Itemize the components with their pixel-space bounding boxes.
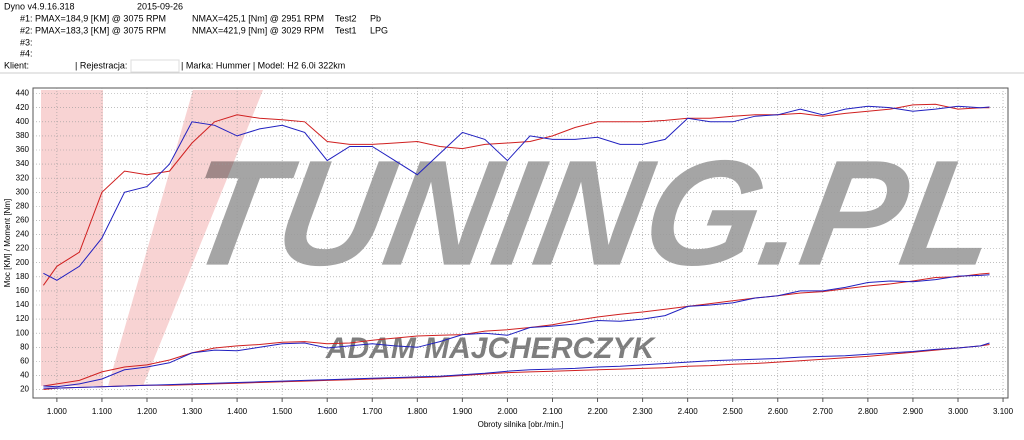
run-power: #1: PMAX=184,9 [KM] @ 3075 RPM	[20, 13, 166, 23]
x-tick-label: 2.200	[588, 407, 609, 416]
x-tick-label: 2.100	[542, 407, 563, 416]
y-tick-label: 200	[16, 258, 30, 267]
app-version: Dyno v4.9.16.318	[4, 1, 75, 11]
y-tick-label: 20	[20, 385, 29, 394]
run-test: Test1	[335, 25, 357, 35]
x-tick-label: 2.000	[497, 407, 518, 416]
y-tick-label: 340	[16, 159, 30, 168]
y-tick-label: 140	[16, 300, 30, 309]
y-tick-label: 280	[16, 201, 30, 210]
x-tick-label: 1.600	[317, 407, 338, 416]
run-empty: #4:	[20, 48, 33, 58]
run-torque: NMAX=421,9 [Nm] @ 3029 RPM	[192, 25, 324, 35]
y-axis-label: Moc [KM] / Moment [Nm]	[3, 199, 12, 287]
x-tick-label: 2.600	[768, 407, 789, 416]
plot: TUNING.PL ADAM MAJCHERCZYK 20 40 60 80 100 120 1…	[3, 87, 1014, 429]
y-tick-label: 40	[20, 371, 29, 380]
watermark-logo: TUNING.PL	[173, 130, 1011, 298]
x-tick-label: 2.300	[633, 407, 654, 416]
y-tick-label: 400	[16, 117, 30, 126]
y-tick-label: 240	[16, 230, 30, 239]
watermark-author: ADAM MAJCHERCZYK	[325, 332, 657, 365]
x-tick-label: 3.100	[993, 407, 1014, 416]
y-tick-label: 160	[16, 286, 30, 295]
vehicle-info: | Marka: Hummer | Model: H2 6.0i 322km	[181, 60, 345, 70]
y-tick-label: 380	[16, 131, 30, 140]
x-tick-label: 2.500	[723, 407, 744, 416]
x-tick-label: 1.800	[407, 407, 428, 416]
run-test: Test2	[335, 13, 357, 23]
watermark-band	[41, 90, 103, 386]
y-tick-label: 360	[16, 145, 30, 154]
series-line	[43, 344, 990, 390]
x-tick-label: 1.400	[227, 407, 248, 416]
x-tick-label: 1.200	[137, 407, 158, 416]
x-tick-label: 2.400	[678, 407, 699, 416]
y-tick-label: 300	[16, 187, 30, 196]
y-tick-label: 100	[16, 328, 30, 337]
y-tick-label: 320	[16, 173, 30, 182]
series-line	[43, 105, 990, 281]
x-tick-label: 1.700	[362, 407, 383, 416]
y-tick-label: 120	[16, 314, 30, 323]
x-tick-label: 2.900	[903, 407, 924, 416]
x-tick-label: 2.700	[813, 407, 834, 416]
series-line	[43, 342, 990, 389]
series-line	[43, 274, 990, 388]
x-axis-label: Obroty silnika [obr./min.]	[478, 420, 564, 429]
y-tick-label: 180	[16, 272, 30, 281]
y-tick-label: 80	[20, 342, 29, 351]
y-tick-label: 260	[16, 216, 30, 225]
client-label: Klient:	[4, 60, 29, 70]
run-fuel: LPG	[370, 25, 388, 35]
registration-label: | Rejestracja:	[75, 60, 127, 70]
x-tick-label: 1.900	[452, 407, 473, 416]
run-empty: #3:	[20, 37, 33, 47]
y-tick-label: 220	[16, 244, 30, 253]
y-tick-label: 420	[16, 103, 30, 112]
watermark-v	[108, 90, 263, 386]
run-fuel: Pb	[370, 13, 381, 23]
x-tick-label: 2.800	[858, 407, 879, 416]
date: 2015-09-26	[137, 1, 183, 11]
x-tick-label: 1.500	[272, 407, 293, 416]
y-tick-label: 440	[16, 89, 30, 98]
run-torque: NMAX=425,1 [Nm] @ 2951 RPM	[192, 13, 324, 23]
x-tick-label: 1.300	[182, 407, 203, 416]
series-line	[42, 103, 990, 286]
run-power: #2: PMAX=183,3 [KM] @ 3075 RPM	[20, 25, 166, 35]
registration-box	[130, 59, 180, 73]
x-tick-label: 1.000	[47, 407, 68, 416]
x-tick-label: 3.000	[948, 407, 969, 416]
y-tick-label: 60	[20, 356, 29, 365]
x-tick-label: 1.100	[92, 407, 113, 416]
